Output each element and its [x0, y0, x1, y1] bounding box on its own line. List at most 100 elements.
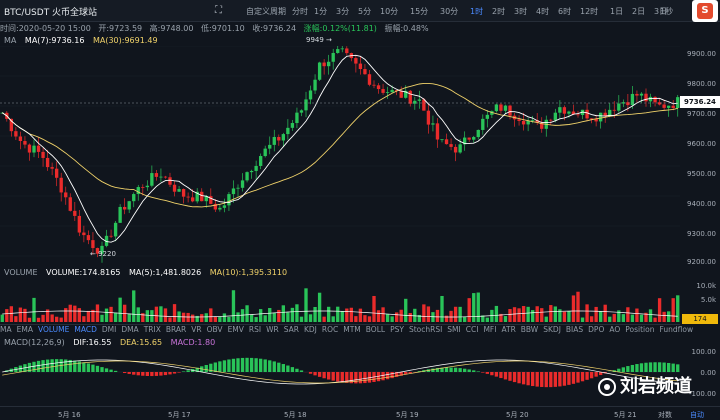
indicator-tab-wr[interactable]: WR: [266, 325, 279, 334]
macd-label[interactable]: MACD(12,26,9): [4, 338, 65, 347]
macd-bar: [77, 361, 81, 372]
macd-bar: [503, 372, 508, 380]
indicator-tab-psy[interactable]: PSY: [390, 325, 404, 334]
indicator-tab-trix[interactable]: TRIX: [143, 325, 161, 334]
auto-scale-toggle[interactable]: 自动: [690, 411, 704, 419]
macd-bar: [272, 361, 276, 372]
macd-bar: [585, 372, 589, 380]
volume-bar: [113, 312, 118, 322]
expand-icon[interactable]: ⛶: [215, 5, 222, 16]
macd-chart[interactable]: [0, 346, 680, 398]
timeframe-3[interactable]: 3分: [336, 7, 350, 16]
timeframe-15[interactable]: 2日: [632, 7, 646, 16]
volume-ma10: MA(10):1,395.3110: [209, 268, 288, 277]
timeframe-13[interactable]: 12时: [580, 7, 599, 16]
volume-label[interactable]: VOLUME: [4, 268, 38, 277]
indicator-tab-vr[interactable]: VR: [191, 325, 202, 334]
volume-chart[interactable]: [0, 276, 680, 322]
indicator-tab-position[interactable]: Position: [625, 325, 655, 334]
candle-body: [449, 144, 453, 147]
volume-bar: [603, 304, 607, 322]
indicator-tab-sar[interactable]: SAR: [283, 325, 299, 334]
indicator-tab-dma[interactable]: DMA: [121, 325, 139, 334]
wechat-logo-icon: [598, 378, 616, 396]
indicator-tab-macd[interactable]: MACD: [74, 325, 97, 334]
date-tick: 5月 20: [506, 411, 529, 419]
volume-bar: [14, 316, 18, 322]
low-marker: ← 9220: [90, 250, 116, 258]
timeframe-10[interactable]: 3时: [514, 7, 528, 16]
timeframe-12[interactable]: 6时: [558, 7, 572, 16]
timeframe-11[interactable]: 4时: [536, 7, 550, 16]
timeframe-1[interactable]: 分时: [292, 7, 308, 16]
indicator-tab-ema[interactable]: EMA: [16, 325, 33, 334]
indicator-tab-volume[interactable]: VOLUME: [37, 325, 70, 334]
indicator-tab-fundflow[interactable]: Fundflow: [659, 325, 694, 334]
price-tick: 9400.00: [687, 200, 716, 208]
macd-bar: [576, 372, 580, 383]
indicator-tab-obv[interactable]: OBV: [206, 325, 223, 334]
indicator-tab-mtm[interactable]: MTM: [343, 325, 361, 334]
timeframe-9[interactable]: 2时: [492, 7, 506, 16]
volume-bar: [127, 313, 131, 322]
timeframe-5[interactable]: 10分: [380, 7, 399, 16]
candle-body: [444, 139, 449, 145]
volume-bar: [86, 310, 91, 322]
indicator-tab-dpo[interactable]: DPO: [588, 325, 605, 334]
indicator-tab-kdj[interactable]: KDJ: [303, 325, 317, 334]
timeframe-seconds[interactable]: 1秒: [660, 7, 674, 16]
indicator-tab-smi[interactable]: SMI: [447, 325, 461, 334]
macd-bar: [449, 367, 453, 372]
indicator-tab-roc[interactable]: ROC: [321, 325, 339, 334]
candle-body: [639, 93, 644, 96]
macd-bar: [657, 362, 662, 372]
indicator-tab-dmi[interactable]: DMI: [101, 325, 117, 334]
timeframe-7[interactable]: 30分: [440, 7, 459, 16]
candle-body: [231, 188, 236, 195]
macd-bar: [485, 372, 489, 374]
volume-bar: [290, 307, 295, 322]
volume-bar: [317, 292, 322, 322]
macd-bar: [567, 372, 571, 385]
indicator-tab-ma[interactable]: MA: [0, 325, 12, 334]
timeframe-0[interactable]: 自定义周期: [246, 7, 286, 16]
date-tick: 5月 21: [614, 411, 637, 419]
indicator-tab-brar[interactable]: BRAR: [165, 325, 187, 334]
candlestick-chart[interactable]: [0, 46, 680, 264]
macd-bar: [86, 363, 91, 372]
timeframe-2[interactable]: 1分: [314, 7, 328, 16]
timeframe-14[interactable]: 1日: [610, 7, 624, 16]
candle-body: [662, 104, 666, 108]
volume-bar: [476, 292, 480, 322]
timeframe-4[interactable]: 5分: [358, 7, 372, 16]
candle-body: [82, 232, 86, 236]
log-scale-toggle[interactable]: 对数: [658, 411, 672, 419]
indicator-tab-bias[interactable]: BIAS: [565, 325, 584, 334]
timeframe-8[interactable]: 1时: [470, 7, 484, 16]
timeframe-16[interactable]: 3日: [654, 7, 668, 16]
indicator-tab-bbw[interactable]: BBW: [520, 325, 539, 334]
macd-bar: [490, 372, 494, 376]
indicator-tab-boll[interactable]: BOLL: [365, 325, 386, 334]
candle-body: [104, 235, 109, 246]
candle-body: [585, 109, 589, 119]
macd-bar: [512, 372, 517, 383]
volume-bar: [236, 312, 240, 322]
indicator-tab-stochrsi[interactable]: StochRSI: [408, 325, 443, 334]
indicator-tab-emv[interactable]: EMV: [227, 325, 244, 334]
ma-label[interactable]: MA: [4, 36, 17, 45]
indicator-tab-skdj[interactable]: SKDJ: [543, 325, 561, 334]
timeframe-6[interactable]: 15分: [410, 7, 429, 16]
candle-body: [404, 90, 408, 98]
indicator-tab-cci[interactable]: CCI: [465, 325, 479, 334]
macd-bar: [159, 372, 163, 376]
candle-body: [64, 192, 68, 198]
indicator-tab-rsi[interactable]: RSI: [248, 325, 262, 334]
indicator-tab-atr[interactable]: ATR: [501, 325, 516, 334]
candle-body: [59, 177, 63, 193]
indicator-tab-ao[interactable]: AO: [609, 325, 621, 334]
volume-bar: [186, 312, 190, 322]
symbol-label[interactable]: BTC/USDT 火币全球站: [4, 8, 98, 18]
volume-bar: [458, 306, 462, 322]
indicator-tab-mfi[interactable]: MFI: [483, 325, 497, 334]
